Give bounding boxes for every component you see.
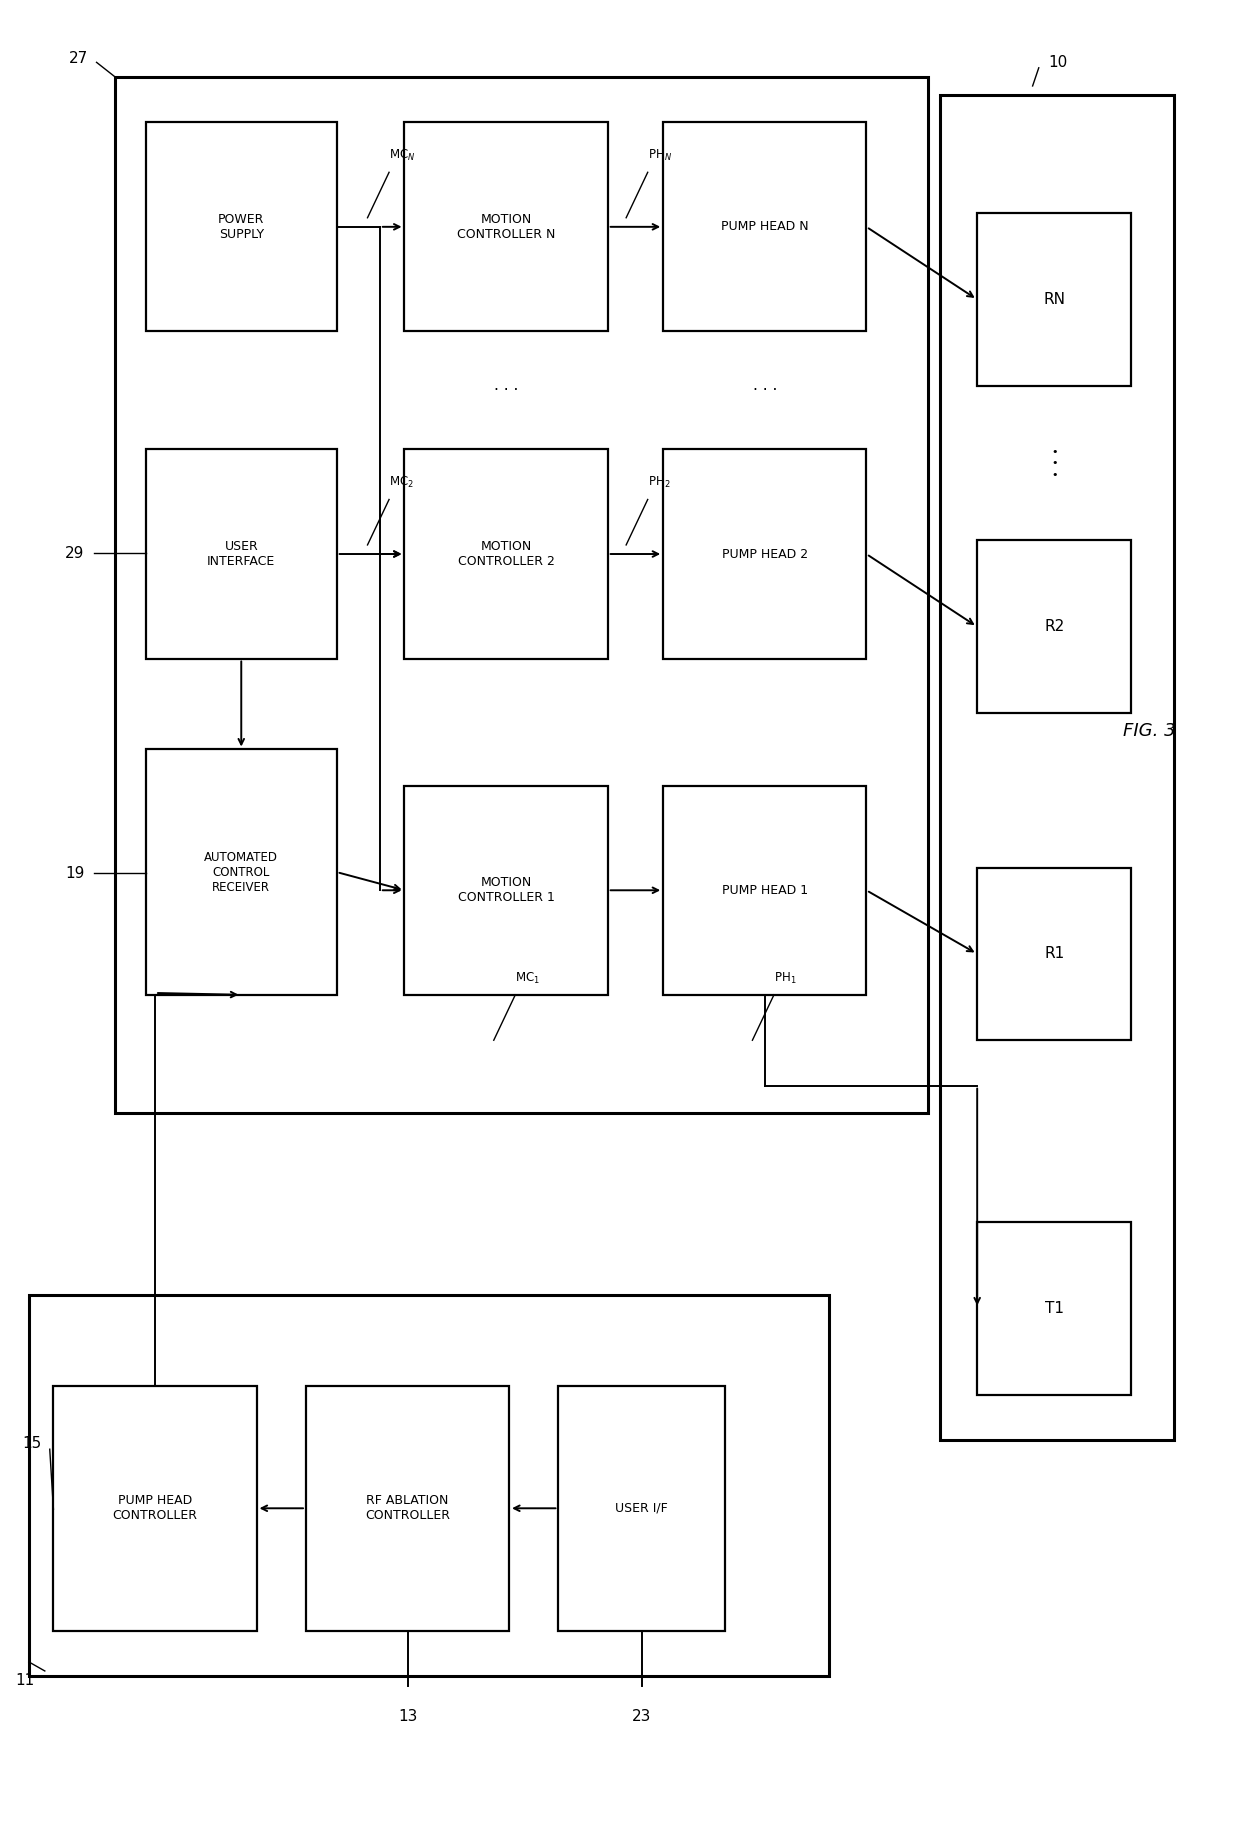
Text: MC$_1$: MC$_1$ [516, 971, 541, 986]
Text: PUMP HEAD
CONTROLLER: PUMP HEAD CONTROLLER [113, 1494, 197, 1523]
Text: R1: R1 [1044, 946, 1064, 962]
Text: PH$_1$: PH$_1$ [774, 971, 796, 986]
Text: PH$_2$: PH$_2$ [647, 475, 670, 491]
Text: PH$_N$: PH$_N$ [647, 148, 672, 163]
Text: PUMP HEAD 1: PUMP HEAD 1 [722, 884, 807, 897]
Text: · · ·: · · · [494, 383, 518, 398]
Bar [663, 449, 867, 659]
Text: USER I/F: USER I/F [615, 1501, 668, 1516]
Bar [977, 540, 1131, 714]
Bar [146, 122, 337, 331]
Text: 10: 10 [1049, 55, 1068, 69]
Text: 11: 11 [16, 1673, 35, 1687]
Text: RN: RN [1043, 292, 1065, 307]
Text: RF ABLATION
CONTROLLER: RF ABLATION CONTROLLER [365, 1494, 450, 1523]
Bar [306, 1386, 510, 1631]
Text: 27: 27 [68, 51, 88, 66]
Text: MOTION
CONTROLLER N: MOTION CONTROLLER N [456, 214, 556, 241]
Bar [146, 449, 337, 659]
Bar [663, 785, 867, 995]
Text: POWER
SUPPLY: POWER SUPPLY [218, 214, 264, 241]
Bar [29, 1295, 830, 1676]
Text: MOTION
CONTROLLER 2: MOTION CONTROLLER 2 [458, 540, 554, 568]
Text: MC$_2$: MC$_2$ [389, 475, 414, 491]
Bar [663, 122, 867, 331]
Bar [977, 214, 1131, 385]
Bar [404, 122, 608, 331]
Text: PUMP HEAD N: PUMP HEAD N [720, 221, 808, 234]
Text: USER
INTERFACE: USER INTERFACE [207, 540, 275, 568]
Text: 13: 13 [398, 1709, 417, 1724]
Bar [977, 1222, 1131, 1395]
Bar [404, 449, 608, 659]
Bar [558, 1386, 724, 1631]
Text: R2: R2 [1044, 619, 1064, 634]
Bar [53, 1386, 257, 1631]
Bar [404, 785, 608, 995]
Text: 19: 19 [64, 866, 84, 880]
Text: FIG. 3: FIG. 3 [1123, 723, 1176, 740]
Text: T1: T1 [1044, 1300, 1064, 1317]
Text: PUMP HEAD 2: PUMP HEAD 2 [722, 548, 807, 561]
Text: 15: 15 [22, 1437, 41, 1452]
Text: MOTION
CONTROLLER 1: MOTION CONTROLLER 1 [458, 876, 554, 904]
Text: AUTOMATED
CONTROL
RECEIVER: AUTOMATED CONTROL RECEIVER [205, 851, 278, 893]
Text: •
•
•: • • • [1052, 447, 1058, 480]
Text: MC$_N$: MC$_N$ [389, 148, 415, 163]
Text: · · ·: · · · [753, 383, 777, 398]
Bar [977, 867, 1131, 1041]
Bar [940, 95, 1174, 1441]
Bar [146, 749, 337, 995]
Text: 23: 23 [632, 1709, 651, 1724]
Bar [115, 77, 928, 1112]
Text: 29: 29 [64, 546, 84, 561]
